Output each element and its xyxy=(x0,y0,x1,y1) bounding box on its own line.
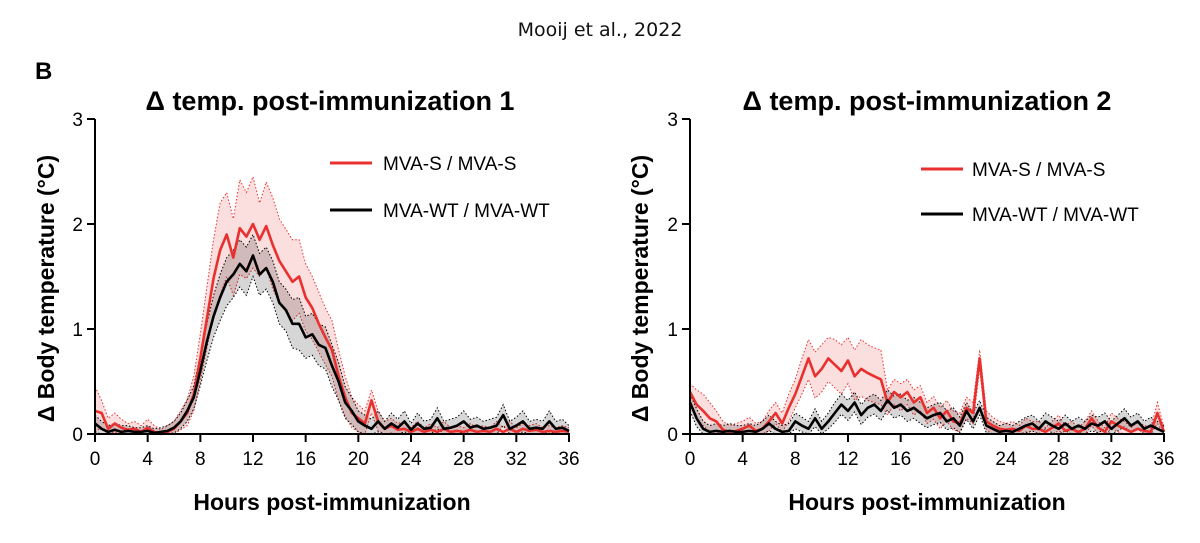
x-tick-label: 36 xyxy=(1153,449,1174,470)
series-line-mva-wt xyxy=(688,399,1165,434)
y-axis-title: Δ Body temperature (°C) xyxy=(33,155,59,422)
sem-upper-line xyxy=(689,389,1165,427)
x-tick-label: 0 xyxy=(685,449,696,470)
y-tick-label: 1 xyxy=(667,320,678,341)
sem-upper-line xyxy=(94,233,570,430)
x-tick-label: 0 xyxy=(90,449,101,470)
x-axis-title: Hours post-immunization xyxy=(788,489,1065,515)
x-tick-label: 28 xyxy=(453,449,474,470)
legend: MVA-S / MVA-S MVA-WT / MVA-WT xyxy=(921,160,1139,226)
y-tick-label: 2 xyxy=(667,215,678,236)
x-tick-label: 8 xyxy=(195,449,206,470)
sem-upper-line xyxy=(689,336,1165,429)
x-tick-label: 16 xyxy=(295,449,316,470)
y-tick-label: 3 xyxy=(72,110,83,131)
chart-title: Δ temp. post-immunization 1 xyxy=(146,86,515,116)
x-tick-label: 16 xyxy=(890,449,911,470)
x-tick-label: 28 xyxy=(1048,449,1069,470)
y-axis-title: Δ Body temperature (°C) xyxy=(627,155,653,422)
legend-label: MVA-WT / MVA-WT xyxy=(383,201,550,222)
series-mva-s xyxy=(94,175,570,435)
series-line-mva-wt xyxy=(94,254,570,435)
y-tick-label: 3 xyxy=(667,110,678,131)
x-tick-label: 24 xyxy=(995,449,1017,470)
x-axis-title: Hours post-immunization xyxy=(193,489,470,515)
legend-label: MVA-WT / MVA-WT xyxy=(972,205,1139,226)
x-tick-label: 12 xyxy=(837,449,858,470)
x-tick-label: 4 xyxy=(737,449,748,470)
x-tick-label: 12 xyxy=(242,449,263,470)
sem-lower-line xyxy=(689,368,1165,435)
x-tick-label: 4 xyxy=(142,449,153,470)
legend-label: MVA-S / MVA-S xyxy=(383,154,516,175)
x-tick-label: 24 xyxy=(400,449,422,470)
sem-band xyxy=(95,234,569,434)
chart-title: Δ temp. post-immunization 2 xyxy=(743,86,1112,116)
panel-label: B xyxy=(35,58,53,85)
x-tick-label: 8 xyxy=(790,449,801,470)
legend: MVA-S / MVA-S MVA-WT / MVA-WT xyxy=(330,154,550,222)
x-tick-label: 32 xyxy=(506,449,527,470)
citation: Mooij et al., 2022 xyxy=(517,19,683,41)
x-tick-label: 32 xyxy=(1101,449,1122,470)
sem-lower-line xyxy=(94,274,569,435)
legend-label: MVA-S / MVA-S xyxy=(972,160,1105,181)
x-tick-label: 20 xyxy=(943,449,964,470)
x-tick-label: 36 xyxy=(558,449,579,470)
sem-upper-line xyxy=(94,175,570,431)
series-mva-wt xyxy=(94,233,570,435)
y-tick-label: 0 xyxy=(72,425,83,446)
y-tick-label: 0 xyxy=(667,425,678,446)
y-tick-label: 2 xyxy=(72,215,83,236)
x-tick-label: 20 xyxy=(348,449,369,470)
y-tick-label: 1 xyxy=(72,320,83,341)
